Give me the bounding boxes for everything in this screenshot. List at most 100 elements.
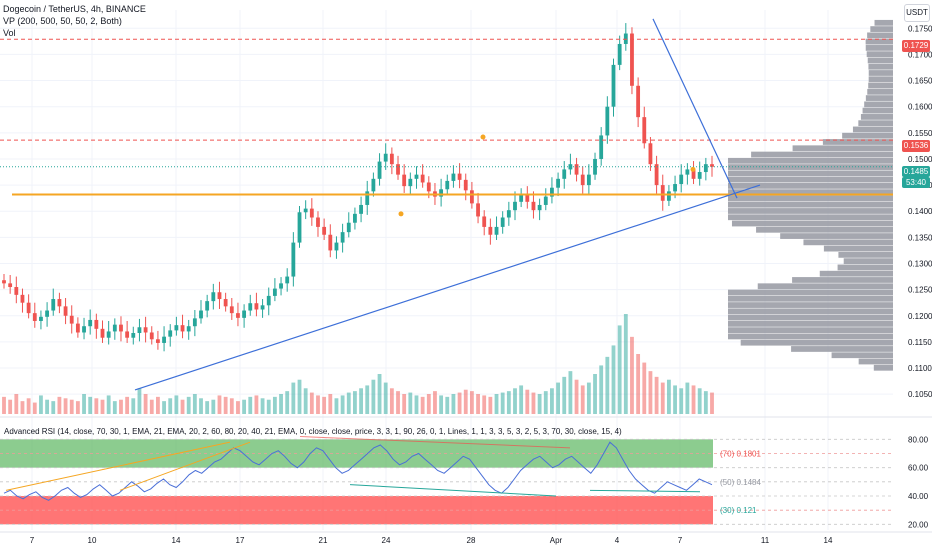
candle-body xyxy=(340,232,345,243)
candle-body xyxy=(414,174,419,179)
candle-body xyxy=(125,331,130,338)
candle-body xyxy=(506,210,511,218)
volume-bar xyxy=(414,395,419,414)
rsi-indicator-label[interactable]: Advanced RSI (14, close, 70, 30, 1, EMA,… xyxy=(4,427,622,436)
time-tick-label: 21 xyxy=(319,536,328,545)
drawings-overlay[interactable] xyxy=(0,18,893,391)
candle-body xyxy=(236,313,240,318)
volume-bar xyxy=(297,379,302,414)
candle-body xyxy=(660,185,665,201)
volume-profile-bar xyxy=(728,189,893,196)
volume-bar xyxy=(586,382,591,414)
candle-body xyxy=(174,325,179,331)
volume-profile-bar xyxy=(728,295,893,302)
price-tick-label: 0.1100 xyxy=(908,364,932,373)
volume-profile-bar xyxy=(756,226,893,233)
candle-body xyxy=(156,339,160,343)
volume-bar xyxy=(494,394,499,414)
candle-body xyxy=(586,174,591,186)
volume-bar xyxy=(513,388,517,414)
volume-profile-bar xyxy=(862,107,893,114)
candle-body xyxy=(223,299,228,307)
volume-bar xyxy=(14,394,19,414)
candle-body xyxy=(580,174,585,186)
candle-body xyxy=(697,172,702,179)
candle-body xyxy=(143,327,148,333)
time-tick-label: 14 xyxy=(824,536,833,545)
volume-bar xyxy=(199,398,203,414)
candle-body xyxy=(45,310,50,317)
volume-profile-bar xyxy=(728,314,893,321)
volume-bar xyxy=(217,395,222,414)
volume-bar xyxy=(396,391,400,414)
price-tick-label: 0.1650 xyxy=(908,77,932,86)
volume-bar xyxy=(488,396,493,414)
volume-bar xyxy=(525,389,530,414)
volume-bar xyxy=(205,401,210,414)
volume-bar xyxy=(156,396,160,414)
candle-body xyxy=(186,326,191,332)
signal-dot xyxy=(690,166,696,172)
candlesticks[interactable] xyxy=(2,23,714,352)
price-tick-label: 0.1750 xyxy=(908,24,932,33)
volume-profile xyxy=(728,19,893,371)
symbol-title[interactable]: Dogecoin / TetherUS, 4h, BINANCE xyxy=(3,4,146,14)
volume-bar xyxy=(697,388,702,414)
volume-profile-bar xyxy=(731,220,893,227)
volume-bar xyxy=(254,395,259,414)
volume-bar xyxy=(229,398,234,414)
volume-profile-bar xyxy=(728,170,893,177)
volume-profile-bar xyxy=(728,214,893,221)
volume-bar xyxy=(568,371,573,414)
candle-body xyxy=(365,191,370,205)
rsi-divergence-line xyxy=(589,489,701,493)
candle-body xyxy=(420,174,425,183)
candle-body xyxy=(439,189,444,197)
candle-body xyxy=(266,295,271,306)
currency-button[interactable]: USDT xyxy=(904,4,930,22)
candle-body xyxy=(205,301,210,311)
volume-bar xyxy=(20,401,25,414)
volume-profile-bar xyxy=(868,70,893,76)
signal-dot xyxy=(398,211,404,217)
volume-profile-bar xyxy=(728,302,893,308)
volume-bars xyxy=(2,314,714,414)
vol-indicator-label[interactable]: Vol xyxy=(3,28,16,38)
time-tick-label: 11 xyxy=(761,536,770,545)
candle-body xyxy=(279,283,283,289)
rsi-tick-label: 80.00 xyxy=(908,435,929,444)
volume-bar xyxy=(39,395,43,414)
volume-bar xyxy=(402,394,407,414)
volume-bar xyxy=(537,394,542,414)
volume-profile-bar xyxy=(874,19,893,26)
volume-bar xyxy=(51,401,56,414)
volume-bar xyxy=(168,398,173,414)
ascending-trendline xyxy=(134,184,761,391)
volume-bar xyxy=(506,391,511,414)
volume-bar xyxy=(654,376,659,414)
volume-profile-bar xyxy=(728,327,893,334)
rsi-tick-label: 20.00 xyxy=(908,520,929,529)
descending-trendline xyxy=(652,18,738,199)
volume-profile-bar xyxy=(831,352,893,359)
volume-bar xyxy=(420,396,425,414)
candle-body xyxy=(229,306,234,314)
candle-body xyxy=(328,234,333,251)
rsi-tick-label: 60.00 xyxy=(908,464,929,473)
volume-profile-bar xyxy=(870,26,893,32)
volume-bar xyxy=(562,376,567,414)
candle-body xyxy=(112,324,117,332)
volume-profile-bar xyxy=(864,101,893,108)
candle-body xyxy=(272,288,277,296)
candle-body xyxy=(617,43,622,65)
volume-bar xyxy=(611,345,616,414)
volume-profile-bar xyxy=(728,195,893,202)
candle-body xyxy=(316,217,320,227)
vp-indicator-label[interactable]: VP (200, 500, 50, 50, 2, Both) xyxy=(3,16,122,26)
volume-profile-bar xyxy=(822,139,893,145)
volume-bar xyxy=(248,396,253,414)
volume-profile-bar xyxy=(819,270,893,277)
candle-body xyxy=(426,182,431,192)
candle-body xyxy=(100,328,105,338)
